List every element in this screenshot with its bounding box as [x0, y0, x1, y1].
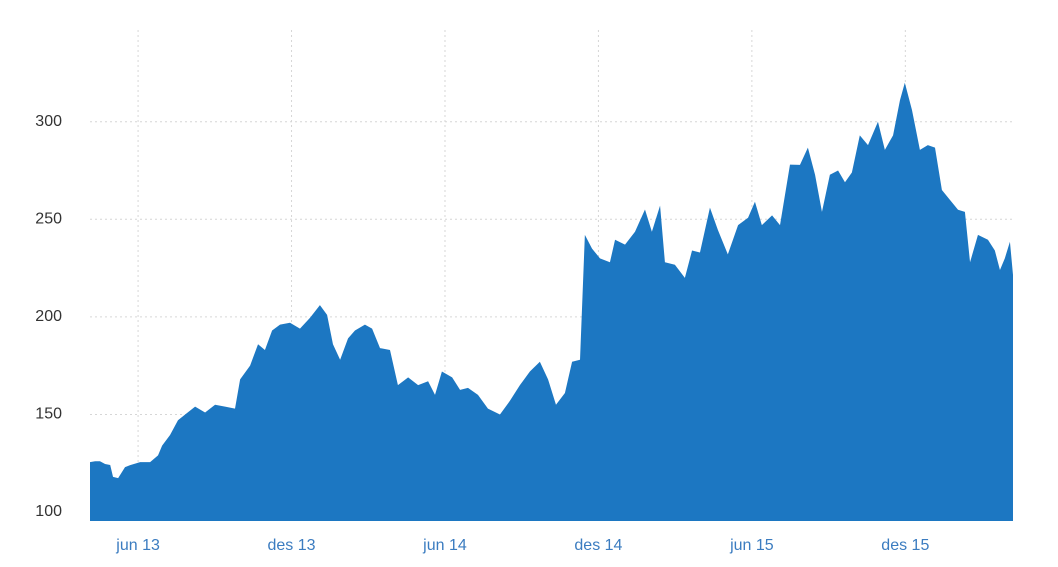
y-tick-label: 300	[35, 113, 62, 130]
x-tick-label: des 14	[574, 537, 622, 554]
x-tick-label: des 13	[268, 537, 316, 554]
y-tick-label: 100	[35, 503, 62, 520]
y-tick-label: 200	[35, 308, 62, 325]
x-tick-label: jun 15	[729, 537, 774, 554]
x-tick-label: jun 13	[115, 537, 160, 554]
y-tick-label: 250	[35, 211, 62, 228]
y-tick-label: 150	[35, 406, 62, 423]
area	[90, 82, 1013, 521]
x-tick-label: jun 14	[422, 537, 467, 554]
x-tick-label: des 15	[881, 537, 929, 554]
